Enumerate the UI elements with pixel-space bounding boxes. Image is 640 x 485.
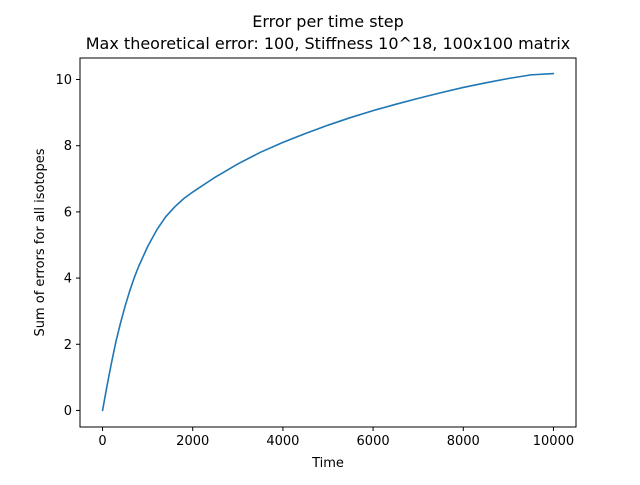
- x-tick-label: 10000: [533, 434, 574, 449]
- plot-frame: [79, 57, 577, 428]
- y-tick-label: 2: [64, 338, 72, 353]
- series-line-0: [101, 72, 555, 412]
- y-tick-label: 8: [64, 139, 72, 154]
- chart-title: Error per time step: [252, 12, 404, 31]
- x-axis-label: Time: [311, 456, 344, 471]
- y-tick-label: 10: [55, 73, 72, 88]
- x-tick-label: 0: [98, 434, 106, 449]
- x-tick-label: 8000: [447, 434, 480, 449]
- x-tick-label: 6000: [357, 434, 390, 449]
- series-layer: [101, 72, 555, 412]
- y-tick-label: 6: [64, 205, 72, 220]
- x-tick-label: 2000: [176, 434, 209, 449]
- x-axis-ticks: 0 2000 4000 6000 8000 10000: [98, 427, 574, 449]
- plot-area: [80, 58, 576, 427]
- x-tick-label: 4000: [266, 434, 299, 449]
- y-tick-label: 4: [64, 272, 72, 287]
- chart-subtitle: Max theoretical error: 100, Stiffness 10…: [86, 34, 571, 53]
- y-tick-label: 0: [64, 404, 72, 419]
- y-axis-label: Sum of errors for all isotopes: [33, 148, 48, 336]
- y-axis-ticks: 0 2 4 6 8 10: [55, 73, 80, 419]
